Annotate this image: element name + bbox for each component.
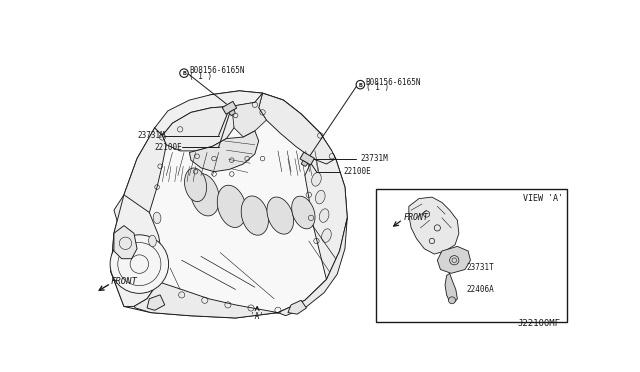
Polygon shape — [262, 93, 332, 151]
Text: 22406A: 22406A — [467, 285, 494, 294]
Text: ( 1 ): ( 1 ) — [189, 72, 212, 81]
Ellipse shape — [322, 229, 332, 243]
Polygon shape — [232, 93, 266, 137]
Polygon shape — [278, 218, 348, 316]
Polygon shape — [114, 225, 137, 259]
Text: FRONT: FRONT — [111, 277, 138, 286]
Text: 23731M: 23731M — [137, 131, 164, 140]
Text: B: B — [182, 71, 186, 76]
Polygon shape — [288, 300, 307, 314]
Circle shape — [110, 235, 168, 294]
Ellipse shape — [292, 196, 315, 229]
Text: FRONT: FRONT — [403, 214, 428, 222]
Text: 'A': 'A' — [250, 312, 264, 321]
Ellipse shape — [319, 209, 329, 222]
Polygon shape — [114, 128, 166, 256]
Ellipse shape — [316, 190, 325, 204]
Bar — [376, 189, 566, 322]
Polygon shape — [222, 101, 237, 114]
Text: B08156-6165N: B08156-6165N — [189, 66, 245, 75]
Text: VIEW 'A': VIEW 'A' — [523, 194, 563, 203]
Polygon shape — [147, 295, 164, 310]
Text: 23731M: 23731M — [360, 154, 388, 163]
Ellipse shape — [153, 212, 161, 224]
Polygon shape — [437, 246, 470, 273]
Polygon shape — [300, 152, 314, 165]
Ellipse shape — [190, 174, 220, 216]
Ellipse shape — [184, 168, 207, 202]
Polygon shape — [111, 91, 348, 318]
Polygon shape — [155, 91, 262, 135]
Text: B08156-6165N: B08156-6165N — [365, 78, 421, 87]
Polygon shape — [445, 273, 458, 302]
Polygon shape — [189, 131, 259, 172]
Ellipse shape — [148, 235, 156, 247]
Polygon shape — [305, 133, 348, 279]
Ellipse shape — [312, 173, 321, 186]
Text: 22100E: 22100E — [155, 142, 182, 151]
Ellipse shape — [217, 185, 246, 227]
Ellipse shape — [267, 197, 294, 234]
Polygon shape — [163, 106, 236, 151]
Circle shape — [449, 297, 456, 304]
Polygon shape — [259, 93, 336, 164]
Text: B: B — [358, 83, 362, 87]
Polygon shape — [111, 195, 163, 307]
Ellipse shape — [241, 196, 269, 235]
Text: 22100E: 22100E — [344, 167, 371, 176]
Polygon shape — [228, 110, 236, 116]
Text: 23731T: 23731T — [467, 263, 494, 272]
Text: ( 1 ): ( 1 ) — [365, 83, 389, 92]
Polygon shape — [301, 160, 308, 166]
Polygon shape — [409, 197, 459, 254]
Polygon shape — [134, 282, 278, 318]
Text: J22100MF: J22100MF — [518, 319, 561, 328]
